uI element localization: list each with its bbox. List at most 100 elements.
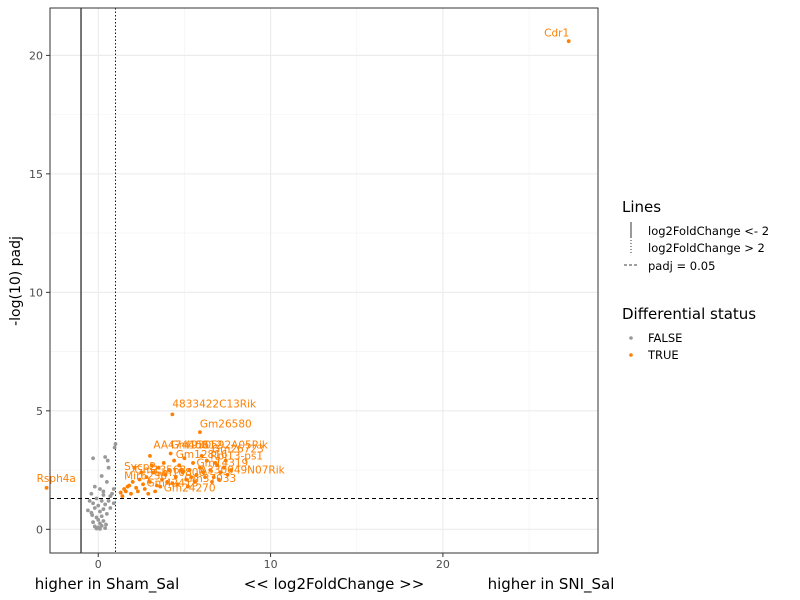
gene-label: Gm26580 (200, 418, 252, 430)
gene-label: Rsph4a (37, 473, 76, 485)
gene-label: Gm42418 (147, 478, 199, 490)
data-point-true (175, 482, 180, 487)
data-point-false (103, 502, 108, 507)
data-point-true (189, 475, 194, 480)
legend-status-entry-true: TRUE (647, 348, 679, 362)
legend-status: Differential status FALSE TRUE (622, 305, 756, 362)
data-point-false (99, 498, 104, 503)
data-point-true (132, 465, 137, 470)
data-point-true (137, 477, 142, 482)
data-point-false (98, 487, 102, 491)
data-point-true (142, 487, 147, 491)
data-point-false (104, 512, 109, 516)
gene-label: Gm14319 (196, 458, 248, 470)
data-point-true (208, 468, 213, 472)
data-point-false (99, 523, 104, 528)
data-point-false (91, 501, 95, 506)
data-point-true (120, 494, 125, 499)
data-point-true (192, 480, 197, 484)
data-point-true (118, 490, 123, 495)
data-point-true (204, 458, 209, 463)
data-point-true (229, 468, 233, 472)
data-point-false (111, 487, 116, 491)
data-point-false (105, 458, 110, 463)
data-point-true (165, 480, 170, 484)
data-point-true (223, 458, 228, 463)
data-point-false (101, 519, 106, 523)
data-point-true (179, 468, 183, 472)
gene-label: A330049N07Rik (200, 465, 286, 477)
data-point-true (187, 468, 192, 472)
x-tick-label: 20 (436, 558, 450, 571)
data-point-false (101, 493, 106, 497)
x-tick-label: 0 (95, 558, 102, 571)
legend-status-false-key (629, 336, 633, 340)
data-point-true (129, 491, 133, 496)
data-point-false (99, 474, 104, 478)
data-point-true (211, 475, 216, 480)
gene-label: Gm13568 (134, 465, 186, 477)
gene-label: 4833422C13Rik (172, 398, 257, 410)
minor-gridlines (50, 8, 598, 553)
data-point-true (173, 475, 178, 480)
legend-lines-title: Lines (622, 198, 661, 216)
bottom-right-label: higher in SNI_Sal (488, 575, 615, 594)
data-point-true (170, 412, 175, 417)
legend-status-entry-false: FALSE (648, 331, 682, 345)
gene-label: Gm37033 (184, 473, 236, 485)
data-point-false (104, 480, 109, 484)
data-point-true (146, 491, 151, 496)
data-point-false (112, 445, 117, 450)
data-point-false (106, 465, 111, 470)
data-point-true (213, 461, 218, 465)
data-point-false (87, 498, 92, 503)
data-point-true (184, 477, 189, 482)
data-point-false (101, 507, 106, 512)
y-axis-ticks: 0 5 10 15 20 (29, 49, 50, 536)
legend-lines-entry-3: padj = 0.05 (648, 259, 715, 273)
x-tick-label: 10 (264, 558, 278, 571)
data-point-false (98, 526, 102, 531)
data-point-false (92, 506, 97, 510)
gene-label: Gm10800 (153, 467, 205, 479)
data-point-false (103, 526, 108, 531)
data-point-true (198, 430, 202, 435)
data-point-true (185, 484, 190, 489)
gene-label: Mir6236 (124, 471, 167, 483)
data-point-true (125, 484, 130, 489)
data-point-true (566, 39, 571, 44)
data-point-true (148, 453, 152, 458)
bottom-left-label: higher in Sham_Sal (35, 575, 180, 594)
data-point-true (163, 472, 168, 477)
data-point-true (210, 480, 214, 484)
data-point-true (135, 489, 140, 494)
gene-label: Gm26723 (212, 443, 264, 455)
data-point-false (89, 491, 94, 496)
plot-panel-border (49, 7, 599, 554)
major-gridlines (50, 8, 598, 553)
data-point-true (148, 480, 152, 484)
data-point-true (218, 470, 223, 475)
data-point-true (216, 477, 221, 482)
gene-labels: Cdr1 4833422C13Rik Gm26580 AA474408Gm156124… (37, 27, 569, 494)
data-point-false (110, 491, 114, 496)
data-point-false (92, 484, 97, 489)
data-point-true (130, 480, 135, 484)
data-point-true (123, 489, 128, 494)
data-point-true (156, 465, 161, 470)
legend-lines-entry-1: log2FoldChange <- 2 (648, 224, 769, 238)
data-point-true (161, 461, 166, 465)
data-point-true (222, 465, 226, 470)
data-point-true (149, 463, 154, 468)
legend-lines: Lines log2FoldChange <- 2 log2FoldChange… (622, 198, 769, 273)
gene-label: Rpl13-ps1 (210, 450, 263, 462)
data-point-true (191, 461, 195, 465)
y-axis-title: -log(10) padj (8, 236, 24, 326)
gene-label: Gm12816 (176, 449, 228, 461)
data-point-true (225, 472, 230, 477)
data-points (44, 39, 571, 531)
y-tick-label: 20 (29, 49, 43, 62)
data-point-true (139, 470, 144, 475)
data-point-false (108, 506, 113, 510)
data-point-true (141, 482, 145, 487)
